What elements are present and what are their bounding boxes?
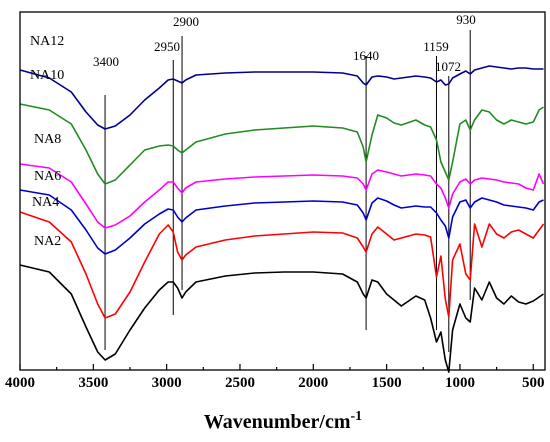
series-label-na10: NA10 xyxy=(30,68,64,83)
x-tick-label: 3500 xyxy=(78,375,108,391)
series-label-na12: NA12 xyxy=(30,34,64,49)
annotation-2950: 2950 xyxy=(154,39,180,54)
x-tick-label: 2500 xyxy=(225,375,255,391)
x-tick-label: 3000 xyxy=(152,375,182,391)
annotation-1072: 1072 xyxy=(435,59,461,74)
x-axis-tick-labels: 4000 3500 3000 2500 2000 1500 1000 500 xyxy=(5,375,545,391)
series-line-na8 xyxy=(19,163,545,229)
reference-lines xyxy=(104,30,471,352)
annotation-3400: 3400 xyxy=(93,54,119,69)
plot-frame xyxy=(19,11,546,371)
annotation-2900: 2900 xyxy=(173,14,199,29)
x-tick-label: 500 xyxy=(522,375,545,391)
x-tick-label: 2000 xyxy=(298,375,328,391)
x-tick-label: 1000 xyxy=(445,375,475,391)
series-line-na12 xyxy=(19,65,544,130)
series-label-na8: NA8 xyxy=(34,132,61,147)
x-tick-label: 4000 xyxy=(5,375,35,391)
annotation-labels: 3400 2950 2900 1640 1159 1072 930 xyxy=(93,12,476,74)
x-axis-title-superscript: -1 xyxy=(350,409,362,424)
series-line-na10 xyxy=(19,103,544,185)
series-line-na2 xyxy=(19,264,544,373)
series-labels: NA12 NA10 NA8 NA6 NA4 NA2 xyxy=(30,34,64,249)
x-tick-label: 1500 xyxy=(372,375,402,391)
spectra-group xyxy=(19,65,545,373)
series-label-na2: NA2 xyxy=(34,234,61,249)
annotation-930: 930 xyxy=(456,12,476,27)
series-label-na6: NA6 xyxy=(34,169,61,184)
series-line-na4 xyxy=(19,211,545,319)
series-line-na6 xyxy=(19,189,544,255)
x-axis-title: Wavenumber/cm-1 xyxy=(204,409,362,433)
x-axis-ticks xyxy=(19,364,534,370)
annotation-1640: 1640 xyxy=(353,48,379,63)
series-label-na4: NA4 xyxy=(32,195,59,210)
x-axis-title-text: Wavenumber/cm xyxy=(204,411,351,433)
annotation-1159: 1159 xyxy=(423,39,449,54)
